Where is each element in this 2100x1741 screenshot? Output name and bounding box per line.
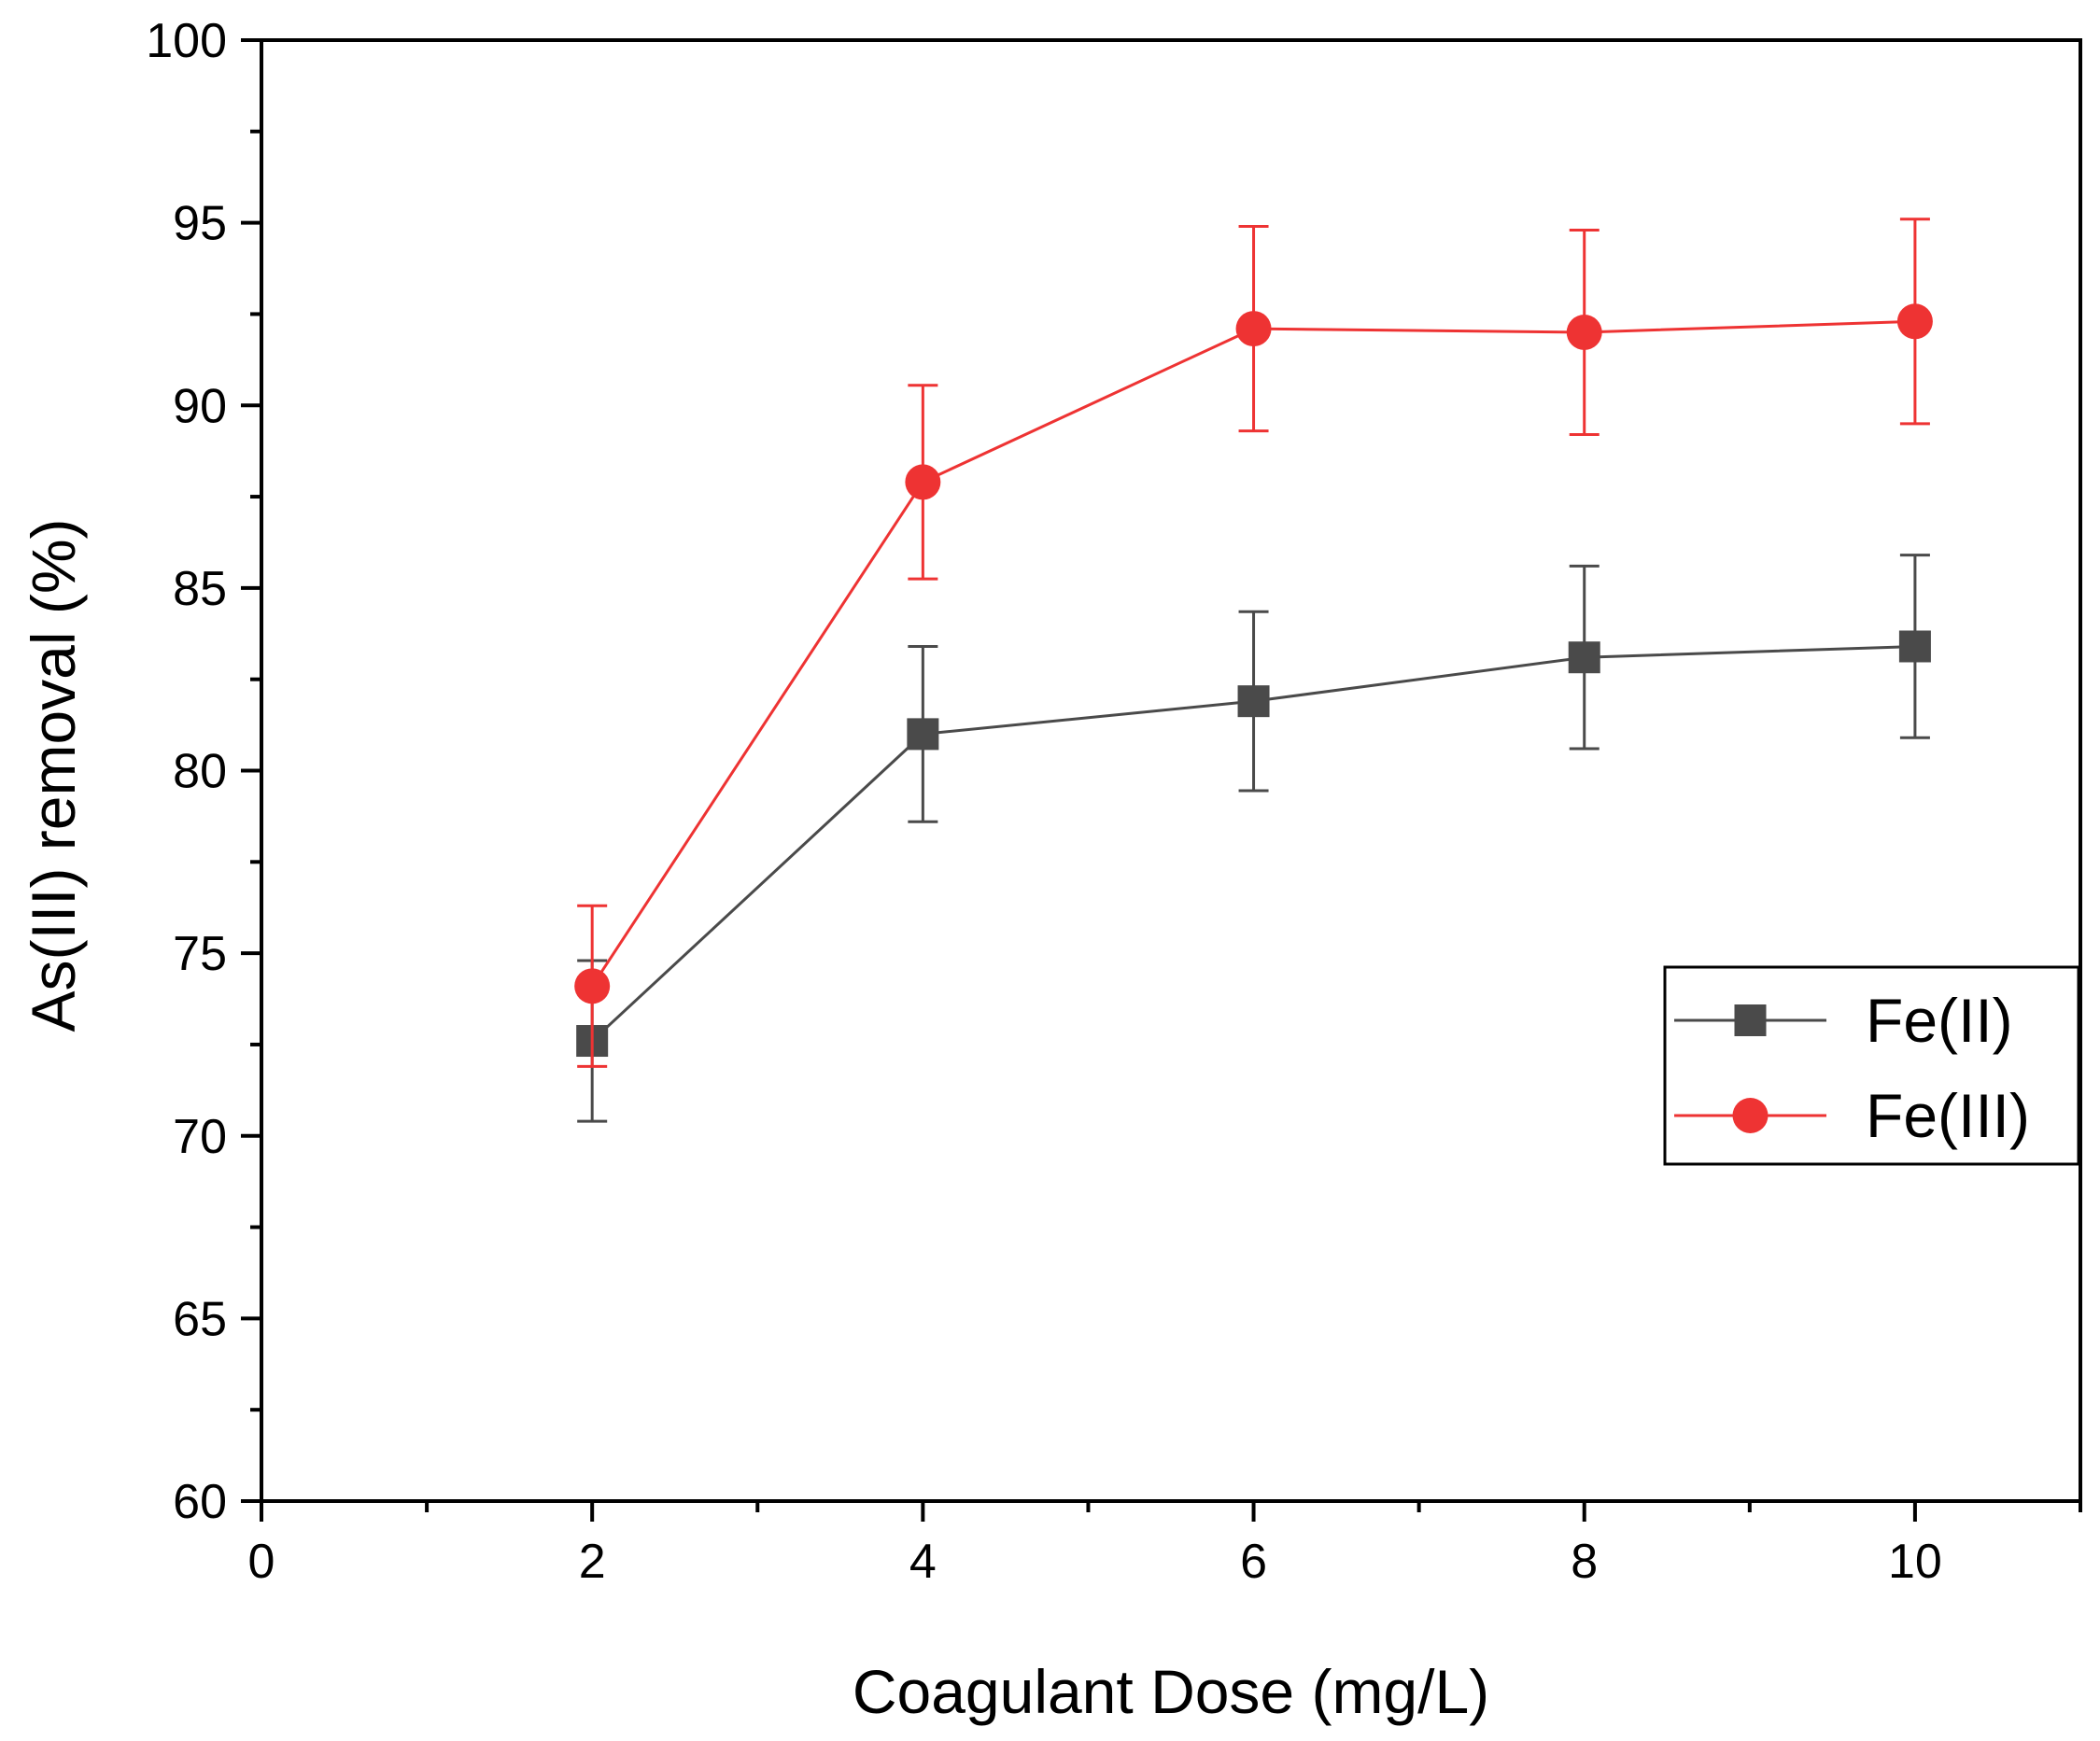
x-tick-label: 8 (1571, 1535, 1598, 1589)
y-tick-label: 100 (146, 14, 227, 68)
legend-item-fe-ii: Fe(II) (1674, 986, 2013, 1055)
data-point-square (1898, 630, 1931, 663)
x-axis-title: Coagulant Dose (mg/L) (853, 1657, 1489, 1726)
y-tick-label: 90 (173, 379, 227, 433)
x-tick-label: 4 (909, 1535, 937, 1589)
legend-label: Fe(II) (1866, 986, 2013, 1055)
legend-box (1663, 965, 2080, 1166)
data-point-square (1237, 685, 1270, 718)
data-point-square (1568, 641, 1600, 674)
y-tick-label: 75 (173, 927, 227, 981)
series-fe-iii (574, 218, 1933, 1068)
x-tick-label: 10 (1888, 1535, 1942, 1589)
y-tick-label: 85 (173, 562, 227, 616)
data-point-circle (905, 464, 941, 500)
data-point-circle (574, 968, 611, 1004)
x-tick-label: 2 (579, 1535, 606, 1589)
x-tick-label: 6 (1240, 1535, 1267, 1589)
data-point-circle (1235, 311, 1272, 347)
y-axis-title: As(III) removal (%) (19, 518, 88, 1032)
y-tick-label: 60 (173, 1475, 227, 1529)
legend-marker-square (1734, 1004, 1767, 1036)
legend: Fe(II) Fe(III) (1663, 965, 2080, 1166)
legend-marker-circle (1732, 1098, 1769, 1133)
plot-frame (260, 38, 2082, 1503)
y-tick-label: 80 (173, 745, 227, 799)
y-tick-label: 65 (173, 1292, 227, 1346)
data-point-circle (1896, 303, 1933, 340)
y-tick-label: 70 (173, 1110, 227, 1164)
x-tick-label: 0 (248, 1535, 275, 1589)
series-group (574, 218, 1933, 1123)
data-point-circle (1566, 315, 1602, 350)
legend-item-fe-iii: Fe(III) (1674, 1081, 2030, 1150)
data-point-square (907, 718, 939, 751)
y-tick-label: 95 (173, 197, 227, 251)
legend-label: Fe(III) (1866, 1081, 2030, 1150)
axes: 0 2 4 6 8 10 60 65 70 75 80 85 90 95 100 (146, 14, 2082, 1589)
